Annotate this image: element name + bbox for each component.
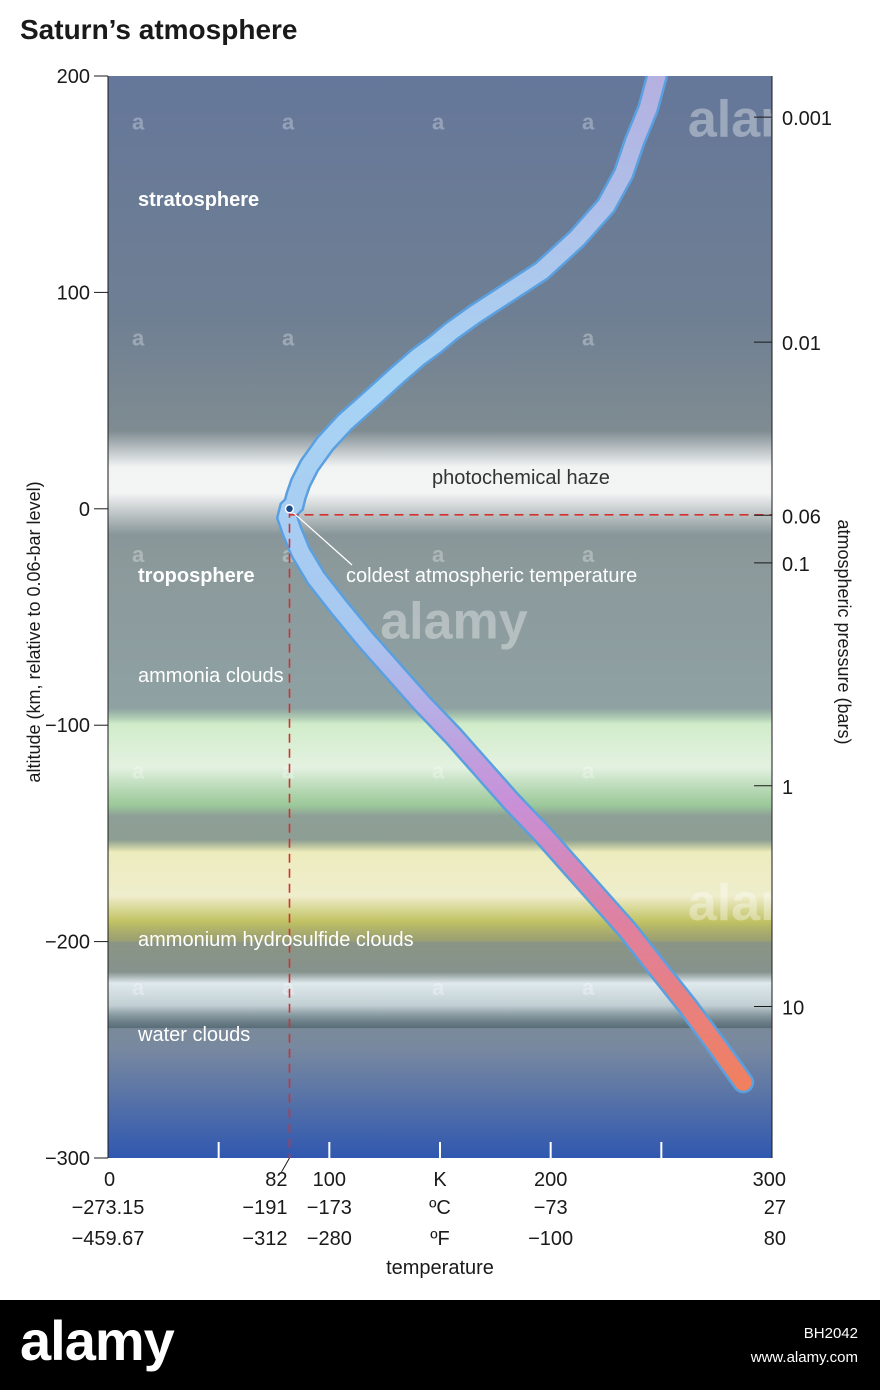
footer-info: BH2042 www.alamy.com [751, 1322, 858, 1370]
min-temperature-tick [281, 1157, 290, 1173]
x-tick-label-c: −173 [307, 1197, 352, 1219]
y-tick-label: 100 [57, 282, 90, 304]
x-axis-label: temperature [386, 1257, 494, 1279]
pressure-tick-label: 10 [782, 998, 804, 1020]
watermark-mark: a [432, 758, 445, 783]
hydrosulfide-cloud-band [108, 839, 772, 942]
watermark-mark: a [432, 975, 445, 1000]
image-id: BH2042 [803, 1325, 858, 1342]
x-tick-label-k: 100 [313, 1169, 346, 1191]
watermark-mark: a [132, 326, 145, 351]
coldest-temperature-annotation: coldest atmospheric temperature [346, 565, 637, 587]
x-axis: 0 −273.15 −459.67 82 −191 −312 100 −173 −280 200 −… [72, 1157, 786, 1250]
watermark-mark: a [132, 975, 145, 1000]
x-unit-k: K [433, 1169, 447, 1191]
watermark-mark: a [582, 758, 595, 783]
watermark-mark: a [282, 975, 295, 1000]
watermark-mark: a [282, 758, 295, 783]
pressure-tick-label: 1 [782, 777, 793, 799]
coldest-point-marker [284, 504, 295, 514]
x-tick-label-c: −273.15 [72, 1197, 145, 1219]
y-tick-label: 0 [79, 499, 90, 521]
y-tick-label: −200 [45, 932, 90, 954]
x-tick-label-f: −280 [307, 1228, 352, 1250]
y-axis: 200 100 0 −100 −200 −300 [45, 66, 109, 1170]
watermark-mark: a [132, 109, 145, 134]
ammonium-hydrosulfide-clouds-label: ammonium hydrosulfide clouds [138, 929, 414, 951]
pressure-axis: 0.001 0.01 0.06 0.1 1 10 [754, 76, 832, 1158]
watermark-mark: a [582, 326, 595, 351]
pressure-tick-label: 0.06 [782, 506, 821, 528]
x-tick-label-k: 0 [104, 1169, 115, 1191]
x-tick-marks [217, 1142, 663, 1158]
footer-bar: alamy BH2042 www.alamy.com [0, 1300, 880, 1390]
watermark-mark: a [282, 109, 295, 134]
x-tick-label-k: 82 [265, 1169, 287, 1191]
watermark-mark: a [132, 542, 145, 567]
alamy-logo: alamy [20, 1309, 175, 1372]
watermark-text: alamy [688, 874, 836, 932]
x-tick-label-f: −459.67 [72, 1228, 145, 1250]
stratosphere-label: stratosphere [138, 189, 259, 211]
site-url: www.alamy.com [750, 1349, 858, 1366]
x-tick-label-c: 27 [764, 1197, 786, 1219]
watermark-mark: a [582, 542, 595, 567]
annotation-leader [293, 512, 353, 566]
watermark-mark: a [432, 542, 445, 567]
photochemical-haze-label: photochemical haze [432, 467, 610, 489]
photochemical-haze-band [108, 430, 772, 535]
watermark-text: alamy [380, 593, 528, 651]
watermark-mark: a [432, 109, 445, 134]
x-tick-label-f: −100 [528, 1228, 573, 1250]
watermark-mark: a [582, 975, 595, 1000]
water-clouds-label: water clouds [137, 1024, 250, 1046]
pressure-tick-label: 0.001 [782, 108, 832, 130]
watermark-mark: a [282, 326, 295, 351]
watermark-text: alamy [688, 91, 836, 149]
y-axis-label: altitude (km, relative to 0.06-bar level… [24, 481, 44, 782]
x-tick-label-f: −312 [242, 1228, 287, 1250]
troposphere-label: troposphere [138, 565, 255, 587]
watermark-mark: a [132, 758, 145, 783]
ammonia-clouds-label: ammonia clouds [138, 665, 284, 687]
x-tick-label-k: 300 [753, 1169, 786, 1191]
page-title: Saturn’s atmosphere [20, 14, 298, 45]
y-tick-label: −100 [45, 715, 90, 737]
x-tick-label-k: 200 [534, 1169, 567, 1191]
x-tick-label-c: −73 [534, 1197, 568, 1219]
pressure-axis-label: atmospheric pressure (bars) [834, 519, 854, 744]
pressure-tick-label: 0.01 [782, 333, 821, 355]
x-tick-label-c: −191 [242, 1197, 287, 1219]
y-tick-label: −300 [45, 1148, 90, 1170]
x-tick-label-f: 80 [764, 1228, 786, 1250]
pressure-tick-label: 0.1 [782, 554, 810, 576]
watermark-mark: a [582, 109, 595, 134]
y-tick-label: 200 [57, 66, 90, 88]
x-unit-c: ºC [429, 1197, 451, 1219]
x-unit-f: ºF [430, 1228, 450, 1250]
